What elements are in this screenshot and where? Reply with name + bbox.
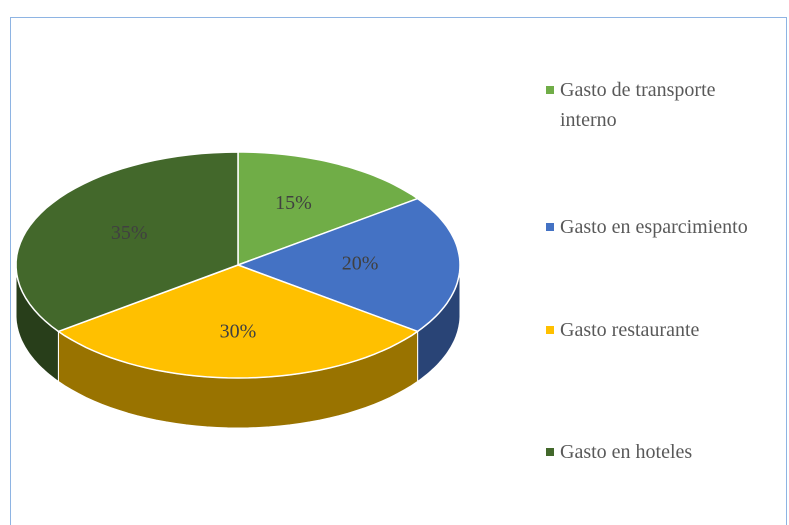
- legend-swatch: [546, 223, 554, 231]
- data-label: 15%: [275, 192, 312, 214]
- legend-label: Gasto en esparcimiento: [560, 216, 748, 238]
- data-label: 35%: [111, 222, 148, 244]
- legend-item: Gasto en hoteles: [546, 437, 761, 467]
- data-label: 20%: [342, 253, 379, 275]
- slice: [15, 151, 239, 333]
- data-label: 30%: [220, 320, 257, 342]
- legend-swatch: [546, 86, 554, 94]
- slice: [56, 264, 420, 379]
- legend-label: Gasto restaurante: [560, 319, 700, 341]
- legend-item: Gasto restaurante: [546, 315, 761, 345]
- legend-label: Gasto de transporte interno: [560, 79, 716, 131]
- legend-item: Gasto de transporte interno: [546, 75, 761, 135]
- legend-item: Gasto en esparcimiento: [546, 212, 761, 242]
- legend-swatch: [546, 326, 554, 334]
- legend-label: Gasto en hoteles: [560, 441, 693, 463]
- slice: [237, 151, 420, 267]
- chart-frame: [10, 17, 787, 525]
- legend-swatch: [546, 448, 554, 456]
- slice: [235, 197, 461, 333]
